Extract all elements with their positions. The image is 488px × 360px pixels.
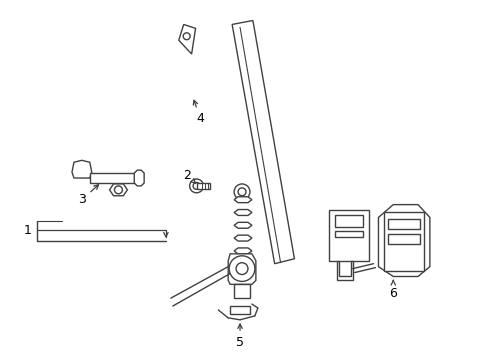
Circle shape [193,183,200,189]
Polygon shape [234,197,251,203]
Text: 6: 6 [388,280,396,300]
Bar [234,284,249,298]
Bar [90,173,137,183]
Circle shape [236,263,247,275]
Polygon shape [336,261,352,280]
Bar [230,306,249,314]
Polygon shape [109,184,127,196]
Polygon shape [234,235,251,241]
Polygon shape [378,204,429,276]
Polygon shape [134,170,144,186]
Polygon shape [234,222,251,228]
Bar [387,219,419,229]
Polygon shape [234,210,251,215]
Text: 1: 1 [23,224,168,237]
Bar [334,231,362,237]
Circle shape [234,184,249,200]
Bar [334,215,362,227]
Bar [384,212,423,271]
Circle shape [114,186,122,194]
Text: 4: 4 [193,100,204,125]
Bar [387,234,419,244]
Polygon shape [179,24,195,54]
Circle shape [183,33,190,40]
Text: 5: 5 [236,324,244,349]
Polygon shape [234,248,251,254]
Text: 2: 2 [183,168,195,183]
Bar [196,183,210,189]
Polygon shape [72,160,92,178]
Bar [328,210,368,261]
Polygon shape [228,254,255,284]
Polygon shape [232,21,294,264]
Text: 3: 3 [78,185,98,206]
Circle shape [229,256,254,282]
Circle shape [189,179,203,193]
Circle shape [238,188,245,196]
